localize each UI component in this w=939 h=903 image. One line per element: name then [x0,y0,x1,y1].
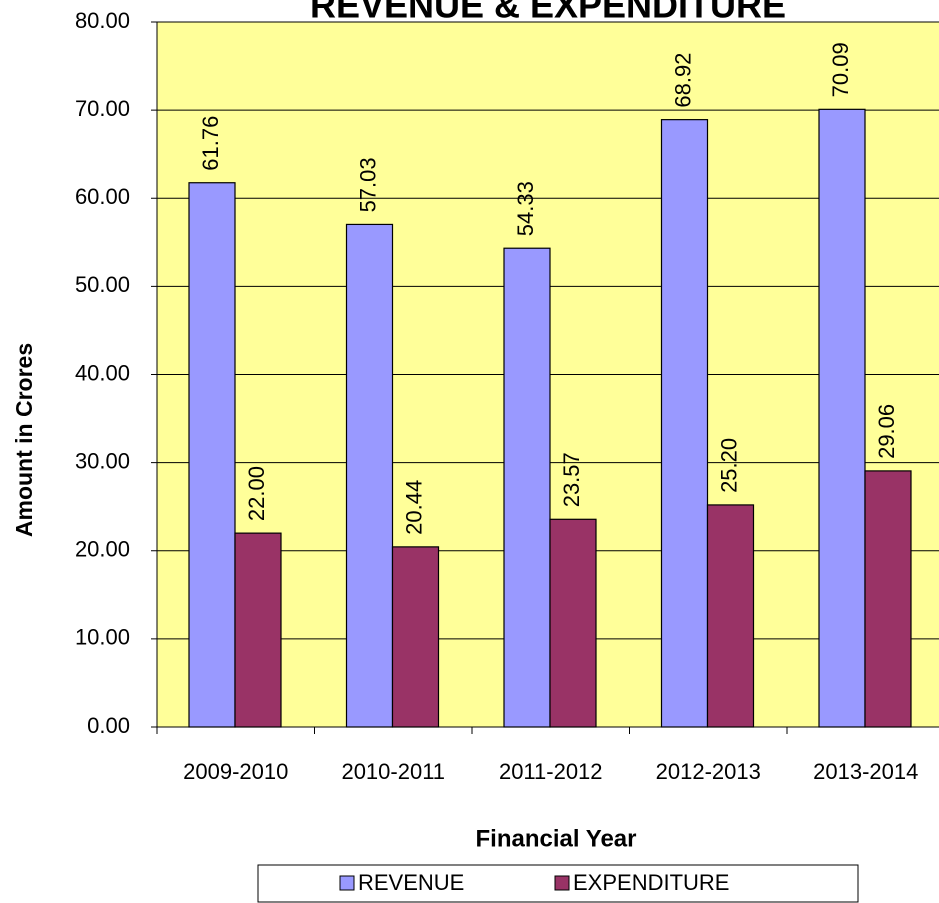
bar [188,182,236,728]
y-tick-label: 40.00 [75,360,130,385]
y-tick-label: 30.00 [75,448,130,473]
data-label: 25.20 [716,438,741,493]
bar [503,247,551,728]
bar [660,119,709,728]
bar [234,532,282,728]
x-tick-label: 2010-2011 [341,759,445,784]
chart-title: REVENUE & EXPENDITURE [310,0,786,26]
legend-swatch [554,875,570,891]
legend-swatch [339,875,355,891]
bar [864,470,912,728]
y-tick-label: 10.00 [75,625,130,650]
bar [391,546,440,728]
x-tick-label: 2012-2013 [656,759,761,784]
bar [818,108,866,728]
y-tick-label: 80.00 [75,8,130,33]
data-label: 22.00 [244,466,269,521]
y-tick-label: 70.00 [75,96,130,121]
data-label: 29.06 [874,404,899,459]
data-label: 68.92 [670,53,695,108]
data-label: 20.44 [401,480,426,535]
data-label: 57.03 [355,157,380,212]
x-tick-label: 2011-2012 [499,759,603,784]
x-tick-label: 2009-2010 [183,759,288,784]
y-tick-label: 0.00 [87,713,130,738]
y-tick-label: 20.00 [75,537,130,562]
legend-label: REVENUE [358,870,464,895]
data-label: 54.33 [513,181,538,236]
data-label: 70.09 [828,42,853,97]
legend-label: EXPENDITURE [573,870,729,895]
y-axis-label: Amount in Crores [11,343,37,537]
data-label: 61.76 [198,116,223,171]
bar [706,504,755,728]
x-axis-label: Financial Year [476,825,637,852]
data-label: 23.57 [559,452,584,507]
bar [345,223,394,728]
bar [549,518,597,728]
y-tick-label: 60.00 [75,184,130,209]
x-tick-label: 2013-2014 [813,759,918,784]
y-tick-label: 50.00 [75,272,130,297]
